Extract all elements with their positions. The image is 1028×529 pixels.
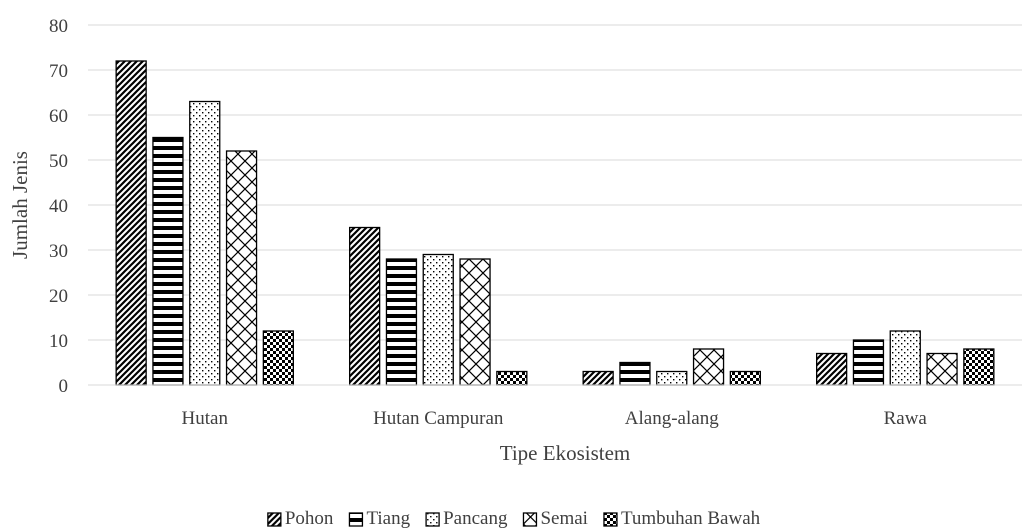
y-tick-label: 40 (49, 196, 68, 217)
bar-tiang-hutan (152, 136, 184, 386)
bar-tiang-rawa (852, 339, 885, 386)
bar-pohon-rawa (816, 352, 848, 386)
y-tick-label: 50 (49, 151, 68, 172)
y-tick-label: 80 (49, 16, 68, 37)
legend-item: Tiang (348, 508, 411, 529)
legend-label: Pancang (443, 508, 508, 529)
bar-tumbuhan-bawah-hutan-campuran (496, 370, 528, 386)
y-tick-label: 30 (49, 241, 68, 262)
bar-pancang-rawa (889, 330, 921, 386)
legend-item: Pancang (425, 508, 508, 529)
bar-semai-alang-alang (692, 348, 725, 386)
x-tick-label: Hutan Campuran (373, 408, 504, 429)
x-tick-label: Alang-alang (625, 408, 719, 429)
bar-semai-rawa (926, 352, 958, 386)
bar-pancang-hutan-campuran (422, 253, 454, 386)
y-tick-label: 10 (49, 331, 68, 352)
bar-pohon-alang-alang (582, 370, 614, 386)
y-tick-label: 20 (49, 286, 68, 307)
y-axis-ticks: 0 10 20 30 40 50 60 70 80 (49, 16, 68, 397)
x-axis-ticks: Hutan Hutan Campuran Alang-alang Rawa (182, 408, 928, 429)
legend-label: Tiang (366, 508, 410, 529)
legend-swatch (267, 512, 282, 527)
bar-tiang-hutan-campuran (385, 258, 418, 386)
legend-swatch (603, 512, 618, 527)
legend-label: Tumbuhan Bawah (621, 508, 761, 529)
x-tick-label: Hutan (182, 408, 229, 429)
bar-tumbuhan-bawah-hutan (262, 330, 295, 386)
legend-swatch (522, 512, 538, 527)
x-tick-label: Rawa (884, 408, 928, 429)
bar-semai-hutan (225, 150, 258, 386)
legend: Pohon Tiang Pancang Semai Tumbuhan Bawah (267, 508, 761, 529)
legend-swatch (425, 512, 440, 527)
bar-pancang-hutan (189, 100, 221, 386)
bars (115, 60, 995, 386)
legend-label: Pohon (285, 508, 334, 529)
legend-swatch (348, 512, 364, 527)
bar-pohon-hutan (115, 60, 147, 386)
legend-item: Semai (522, 508, 588, 529)
bar-tumbuhan-bawah-rawa (963, 348, 995, 386)
bar-tiang-alang-alang (619, 361, 651, 386)
y-tick-label: 70 (49, 61, 68, 82)
y-tick-label: 0 (59, 376, 69, 397)
bar-semai-hutan-campuran (459, 258, 491, 386)
y-axis-title: Jumlah Jenis (8, 151, 32, 259)
bar-pohon-hutan-campuran (348, 226, 381, 386)
x-axis-title: Tipe Ekosistem (500, 441, 631, 465)
bar-pancang-alang-alang (656, 370, 688, 386)
legend-item: Pohon (267, 508, 334, 529)
y-tick-label: 60 (49, 106, 68, 127)
legend-item: Tumbuhan Bawah (603, 508, 761, 529)
legend-label: Semai (540, 508, 588, 529)
bar-tumbuhan-bawah-alang-alang (729, 370, 761, 386)
